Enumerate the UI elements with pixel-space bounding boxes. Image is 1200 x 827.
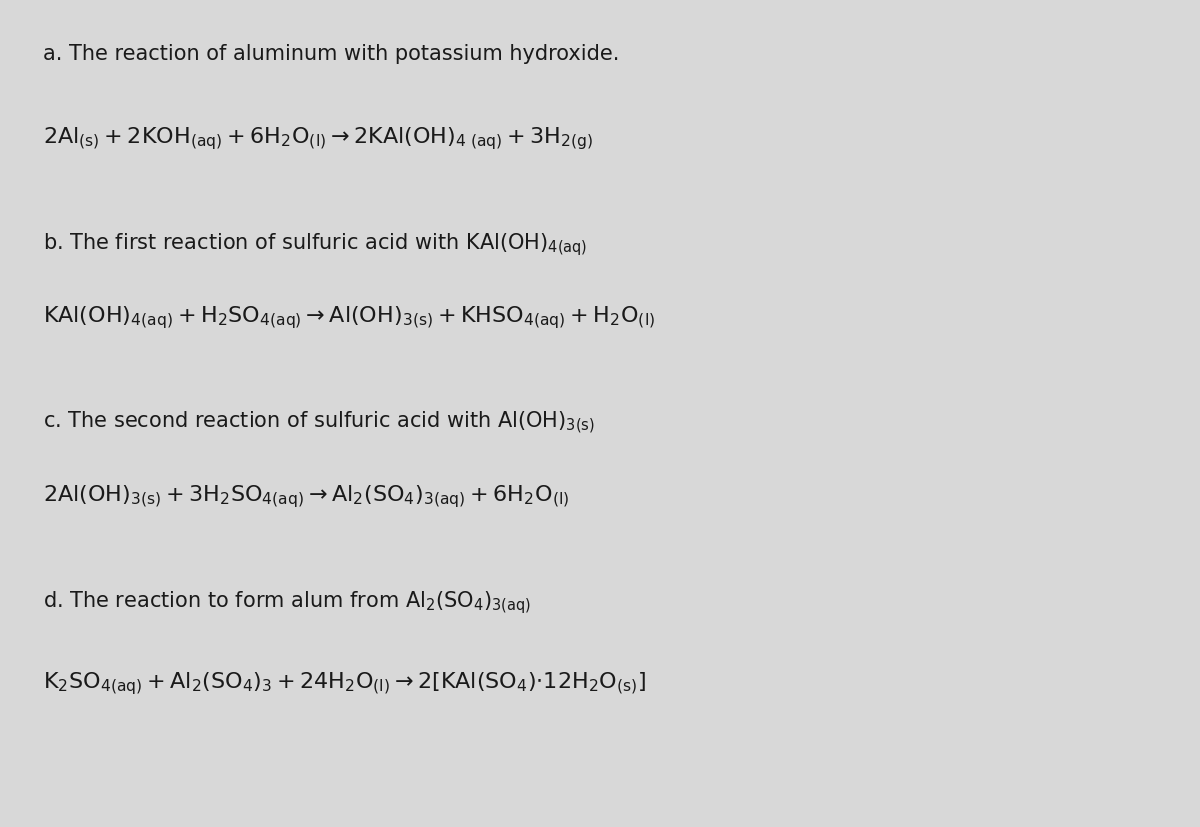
Text: d. The reaction to form alum from $\mathregular{Al_2(SO_4)_{3(aq)}}$: d. The reaction to form alum from $\math… xyxy=(42,588,530,615)
Text: c. The second reaction of sulfuric acid with $\mathregular{Al(OH)_{3(s)}}$: c. The second reaction of sulfuric acid … xyxy=(42,409,594,436)
Text: b. The first reaction of sulfuric acid with $\mathregular{KAl(OH)_{4(aq)}}$: b. The first reaction of sulfuric acid w… xyxy=(42,231,587,257)
Text: $\mathregular{2Al(OH)_{3(s)} + 3H_2SO_{4(aq)} \rightarrow Al_2(SO_4)_{3(aq)} + 6: $\mathregular{2Al(OH)_{3(s)} + 3H_2SO_{4… xyxy=(42,483,569,509)
Text: $\mathregular{2Al_{(s)} + 2KOH_{(aq)} + 6H_2O_{(l)} \rightarrow 2KAl(OH)_{4\ (aq: $\mathregular{2Al_{(s)} + 2KOH_{(aq)} + … xyxy=(42,125,593,151)
Text: $\mathregular{K_2SO_{4(aq)} + Al_2(SO_4)_3 + 24H_2O_{(l)} \rightarrow 2[KAl(SO_4: $\mathregular{K_2SO_{4(aq)} + Al_2(SO_4)… xyxy=(42,670,646,696)
Text: a. The reaction of aluminum with potassium hydroxide.: a. The reaction of aluminum with potassi… xyxy=(42,44,619,64)
Text: $\mathregular{KAl(OH)_{4(aq)} + H_2SO_{4(aq)} \rightarrow Al(OH)_{3(s)} + KHSO_{: $\mathregular{KAl(OH)_{4(aq)} + H_2SO_{4… xyxy=(42,304,655,331)
